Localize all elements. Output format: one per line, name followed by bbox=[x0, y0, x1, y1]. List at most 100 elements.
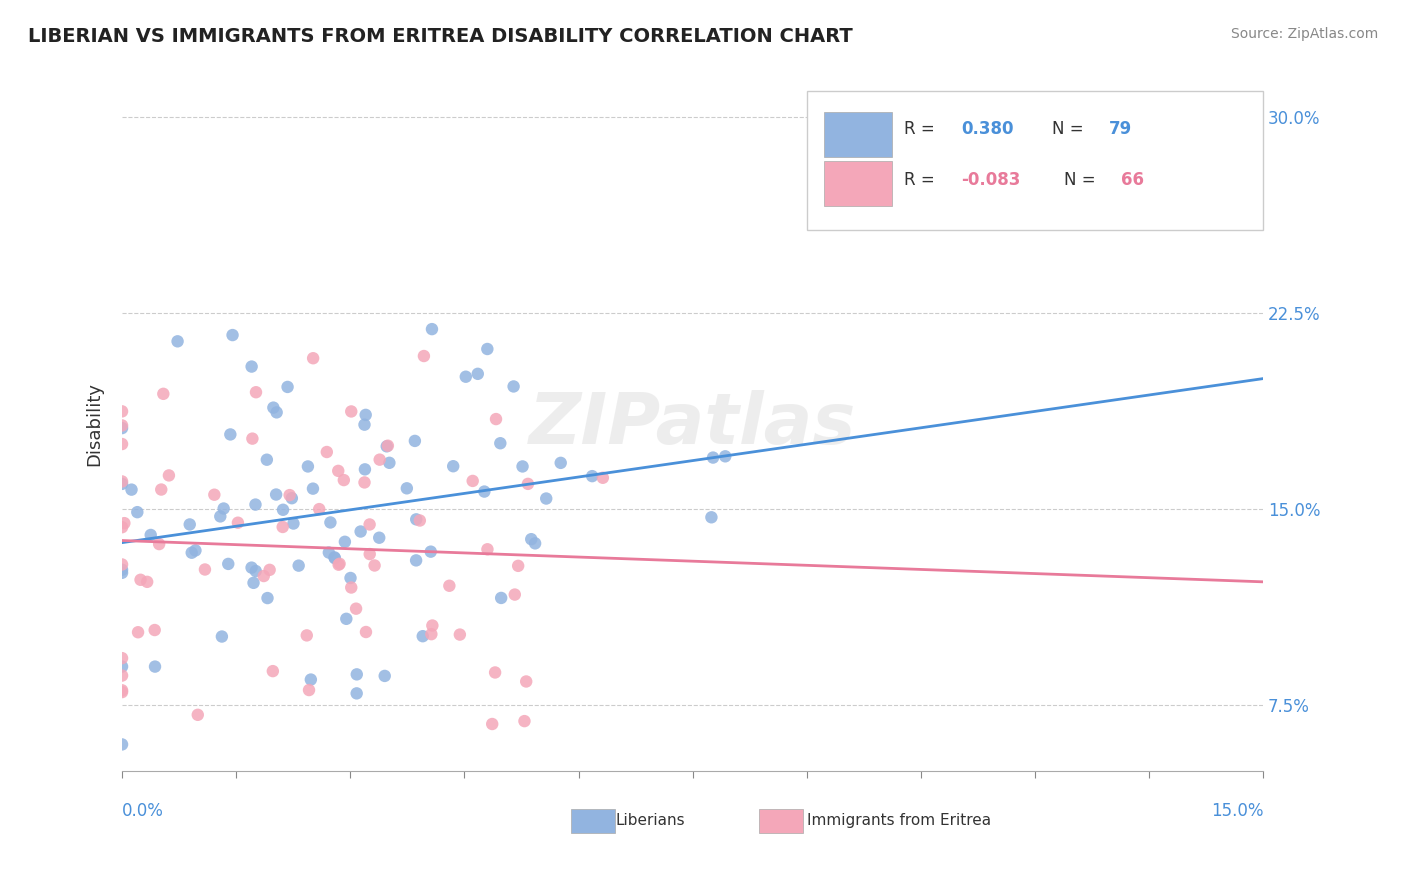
Point bbox=[266, 405, 288, 419]
Point bbox=[302, 351, 325, 366]
Point bbox=[179, 517, 201, 532]
Text: R =: R = bbox=[904, 120, 939, 138]
Point bbox=[700, 510, 723, 524]
Point bbox=[111, 566, 134, 580]
Point bbox=[318, 545, 340, 559]
Point bbox=[354, 625, 377, 640]
Point bbox=[359, 547, 381, 561]
Text: 0.380: 0.380 bbox=[960, 120, 1014, 138]
Point bbox=[477, 342, 499, 356]
Point bbox=[481, 717, 503, 731]
Point bbox=[354, 462, 377, 476]
Point bbox=[202, 488, 225, 502]
Point bbox=[323, 551, 346, 566]
Point bbox=[253, 569, 276, 583]
Point bbox=[363, 558, 385, 573]
Point bbox=[353, 475, 375, 490]
Point bbox=[702, 450, 724, 465]
Point bbox=[420, 322, 443, 336]
Point bbox=[354, 408, 377, 422]
Point bbox=[277, 380, 299, 394]
Point bbox=[461, 474, 484, 488]
Point bbox=[111, 418, 134, 433]
FancyBboxPatch shape bbox=[571, 809, 614, 833]
Point bbox=[420, 627, 443, 641]
Text: Immigrants from Eritrea: Immigrants from Eritrea bbox=[807, 813, 991, 828]
Point bbox=[262, 401, 284, 415]
Point bbox=[245, 385, 267, 400]
Point bbox=[550, 456, 572, 470]
Point bbox=[111, 738, 134, 752]
Point bbox=[245, 498, 267, 512]
Text: Source: ZipAtlas.com: Source: ZipAtlas.com bbox=[1230, 27, 1378, 41]
Point bbox=[194, 562, 217, 576]
Text: -0.083: -0.083 bbox=[960, 171, 1021, 189]
Point bbox=[422, 618, 444, 632]
Point bbox=[340, 404, 363, 418]
Point bbox=[395, 481, 418, 495]
Point bbox=[419, 544, 441, 558]
Point bbox=[374, 669, 396, 683]
Point bbox=[368, 531, 391, 545]
Point bbox=[111, 683, 134, 698]
Point bbox=[111, 475, 134, 489]
Point bbox=[449, 627, 471, 641]
Point bbox=[271, 502, 294, 516]
Point bbox=[180, 546, 202, 560]
Point bbox=[353, 417, 375, 432]
Point bbox=[512, 459, 534, 474]
Point bbox=[333, 534, 356, 549]
Point bbox=[377, 439, 399, 453]
Text: ZIPatlas: ZIPatlas bbox=[529, 390, 856, 458]
Point bbox=[484, 665, 506, 680]
FancyBboxPatch shape bbox=[824, 161, 893, 206]
Point bbox=[297, 459, 319, 474]
Point bbox=[184, 543, 207, 558]
Point bbox=[375, 439, 398, 453]
Point bbox=[339, 571, 361, 585]
Point bbox=[581, 469, 603, 483]
Point bbox=[111, 421, 134, 435]
Point bbox=[534, 491, 557, 506]
Point bbox=[166, 334, 188, 349]
Point bbox=[209, 509, 232, 524]
Point bbox=[148, 537, 170, 551]
Text: 66: 66 bbox=[1121, 171, 1143, 189]
Point bbox=[278, 488, 301, 502]
Point bbox=[111, 437, 134, 451]
Point bbox=[245, 564, 267, 578]
Point bbox=[112, 516, 135, 530]
Point bbox=[308, 502, 330, 516]
Point bbox=[240, 560, 263, 574]
Point bbox=[441, 459, 464, 474]
Point bbox=[212, 501, 235, 516]
Point bbox=[287, 558, 309, 573]
Point bbox=[513, 714, 536, 728]
Y-axis label: Disability: Disability bbox=[86, 382, 103, 466]
Point bbox=[503, 588, 526, 602]
Point bbox=[404, 434, 426, 448]
Text: N =: N = bbox=[1063, 171, 1101, 189]
Point bbox=[346, 686, 368, 700]
Point bbox=[346, 667, 368, 681]
Point bbox=[340, 581, 363, 595]
Text: Liberians: Liberians bbox=[614, 813, 685, 828]
Point bbox=[349, 524, 371, 539]
Point bbox=[378, 456, 401, 470]
Point bbox=[242, 575, 264, 590]
Point bbox=[405, 553, 427, 567]
Point bbox=[328, 558, 350, 572]
Point bbox=[143, 623, 166, 637]
Point bbox=[485, 412, 508, 426]
Point bbox=[111, 404, 134, 418]
Point bbox=[187, 707, 209, 722]
Point bbox=[299, 673, 322, 687]
Point bbox=[413, 349, 436, 363]
Point bbox=[477, 542, 499, 557]
Point bbox=[111, 520, 134, 534]
Point bbox=[329, 557, 352, 571]
FancyBboxPatch shape bbox=[759, 809, 803, 833]
Point bbox=[520, 532, 543, 546]
Point bbox=[221, 328, 243, 343]
Point bbox=[111, 668, 134, 682]
